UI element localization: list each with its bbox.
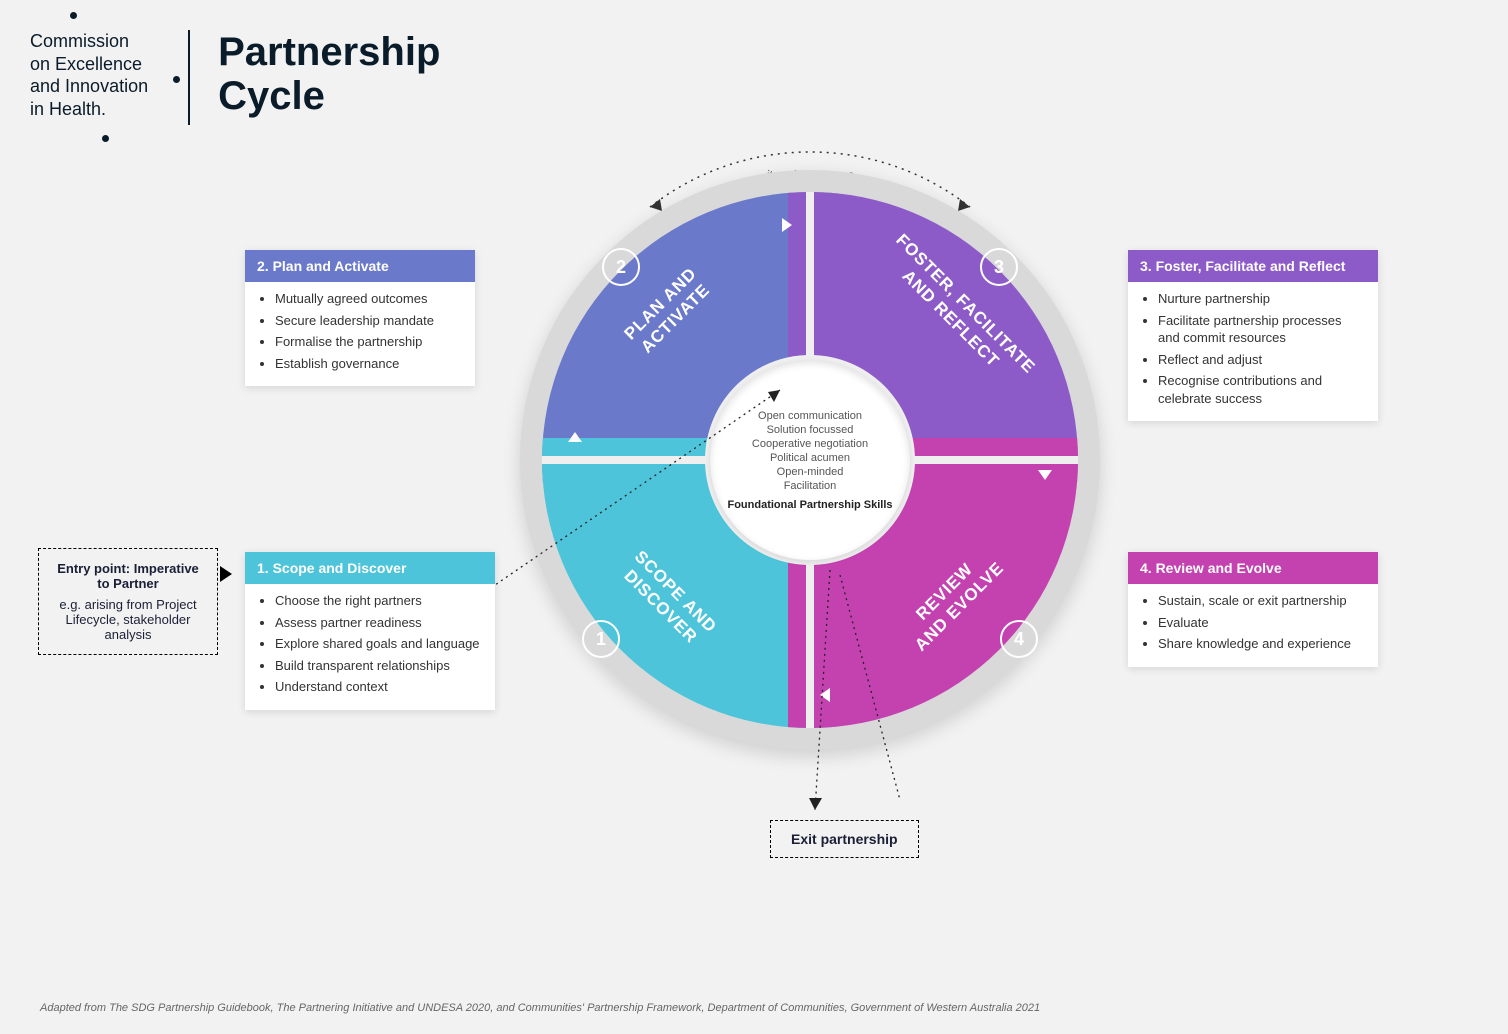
entry-body: e.g. arising from Project Lifecycle, sta… — [59, 597, 196, 642]
org-line: on Excellence — [30, 54, 142, 74]
list-item: Choose the right partners — [275, 592, 481, 610]
entry-point-box: Entry point: Imperative to Partner e.g. … — [38, 548, 218, 655]
cycle-wheel: iterative process Open communication Sol… — [520, 170, 1100, 750]
exit-label: Exit partnership — [791, 831, 898, 847]
list-item: Recognise contributions and celebrate su… — [1158, 372, 1364, 407]
exit-box: Exit partnership — [770, 820, 919, 858]
entry-arrow-icon — [220, 566, 232, 582]
header-divider — [188, 30, 190, 125]
list-item: Sustain, scale or exit partnership — [1158, 592, 1364, 610]
org-line: Commission — [30, 31, 129, 51]
partnership-cycle-diagram: { "org_lines": ["Commission", "on Excell… — [0, 0, 1508, 1034]
list-item: Formalise the partnership — [275, 333, 461, 351]
list-item: Reflect and adjust — [1158, 351, 1364, 369]
box-title: 1. Scope and Discover — [245, 552, 495, 584]
box-scope-discover: 1. Scope and Discover Choose the right p… — [245, 552, 495, 710]
connectors — [520, 170, 1100, 750]
entry-title: Entry point: Imperative to Partner — [53, 561, 203, 591]
list-item: Mutually agreed outcomes — [275, 290, 461, 308]
box-list: Mutually agreed outcomes Secure leadersh… — [245, 290, 475, 372]
attribution-footer: Adapted from The SDG Partnership Guidebo… — [40, 1002, 1468, 1014]
org-line: in Health. — [30, 99, 106, 119]
list-item: Understand context — [275, 678, 481, 696]
list-item: Nurture partnership — [1158, 290, 1364, 308]
header: Commission on Excellence and Innovation … — [30, 30, 440, 125]
org-name: Commission on Excellence and Innovation … — [30, 30, 178, 120]
box-plan-activate: 2. Plan and Activate Mutually agreed out… — [245, 250, 475, 386]
list-item: Secure leadership mandate — [275, 312, 461, 330]
box-title: 2. Plan and Activate — [245, 250, 475, 282]
box-foster-reflect: 3. Foster, Facilitate and Reflect Nurtur… — [1128, 250, 1378, 421]
box-review-evolve: 4. Review and Evolve Sustain, scale or e… — [1128, 552, 1378, 667]
list-item: Establish governance — [275, 355, 461, 373]
box-title: 4. Review and Evolve — [1128, 552, 1378, 584]
page-title: Partnership Cycle — [218, 30, 440, 118]
list-item: Share knowledge and experience — [1158, 635, 1364, 653]
box-list: Choose the right partners Assess partner… — [245, 592, 495, 696]
list-item: Facilitate partnership processes and com… — [1158, 312, 1364, 347]
org-line: and Innovation — [30, 76, 148, 96]
box-list: Sustain, scale or exit partnership Evalu… — [1128, 592, 1378, 653]
list-item: Evaluate — [1158, 614, 1364, 632]
list-item: Explore shared goals and language — [275, 635, 481, 653]
box-list: Nurture partnership Facilitate partnersh… — [1128, 290, 1378, 407]
list-item: Assess partner readiness — [275, 614, 481, 632]
list-item: Build transparent relationships — [275, 657, 481, 675]
box-title: 3. Foster, Facilitate and Reflect — [1128, 250, 1378, 282]
